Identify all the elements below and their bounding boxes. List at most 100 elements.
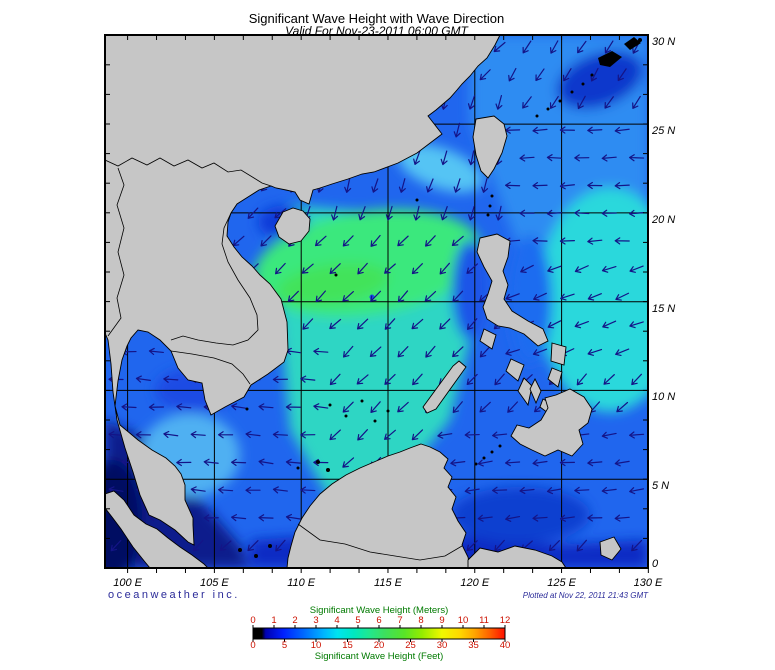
wave-arrow — [231, 514, 247, 522]
legend-meters-value: 12 — [499, 615, 511, 626]
wave-arrow — [440, 150, 448, 166]
wave-arrow — [546, 487, 562, 495]
wave-arrow — [315, 290, 326, 303]
wave-arrow — [614, 459, 630, 467]
wave-arrow — [559, 182, 575, 190]
islet — [535, 114, 539, 118]
wave-arrow — [468, 205, 475, 221]
wave-arrow — [587, 293, 602, 301]
wave-arrow — [532, 348, 548, 356]
islet-pratas — [415, 198, 419, 202]
wave-arrow — [342, 235, 354, 247]
wave-arrow — [507, 401, 518, 413]
islet-spratly — [386, 409, 390, 413]
wave-arrow — [520, 264, 534, 274]
wave-arrow — [547, 320, 562, 329]
islet-bangka — [254, 554, 258, 558]
land-halmahera — [599, 536, 622, 561]
wave-arrow — [479, 345, 491, 358]
land-mindoro — [479, 328, 497, 350]
wave-arrow — [411, 263, 423, 275]
wave-arrow — [450, 459, 466, 467]
wave-arrow — [546, 209, 562, 217]
wave-arrow — [505, 459, 521, 467]
islet — [558, 99, 562, 103]
wave-arrow — [614, 182, 630, 190]
wave-arrow — [576, 373, 587, 386]
wave-arrow — [617, 68, 627, 82]
land-hainan — [274, 207, 311, 245]
wave-arrow — [190, 431, 206, 439]
wave-arrow — [559, 126, 575, 134]
wave-arrow — [522, 96, 532, 109]
wave-arrow — [532, 459, 548, 467]
wave-arrow — [148, 347, 164, 356]
wave-arrow — [574, 486, 590, 494]
border-china-south — [105, 157, 272, 187]
wave-arrow — [574, 265, 589, 273]
wave-arrow — [629, 154, 645, 162]
wave-arrow — [574, 321, 589, 329]
wave-arrow — [549, 40, 559, 54]
wave-arrow — [357, 262, 368, 275]
wave-arrow — [357, 429, 368, 441]
wave-arrow — [219, 540, 232, 551]
wave-arrow — [245, 430, 261, 439]
lat-label: 20 N — [652, 214, 676, 226]
lon-label: 120 E — [460, 577, 490, 589]
field-blob — [556, 51, 644, 109]
legend-meters-caption: Significant Wave Height (Meters) — [309, 605, 449, 616]
lat-label: 0 — [652, 558, 659, 570]
land-palawan — [422, 360, 467, 414]
wave-arrow — [505, 293, 520, 301]
border-laos-thailand — [170, 212, 259, 346]
wave-arrow — [559, 514, 575, 522]
wave-arrow — [371, 178, 379, 193]
axis-ticks — [105, 35, 649, 573]
wave-arrow — [467, 318, 478, 330]
islet-amami — [624, 37, 641, 50]
wave-arrow — [616, 401, 629, 413]
legend-feet-value: 10 — [310, 640, 322, 651]
wave-arrow — [413, 205, 421, 221]
islet — [638, 38, 642, 42]
wave-arrow — [275, 539, 286, 552]
islet-batanes — [490, 194, 494, 198]
wave-arrow — [439, 318, 451, 330]
wave-arrow — [466, 540, 478, 552]
wave-arrow — [452, 401, 463, 414]
lon-label: 125 E — [547, 577, 576, 589]
wave-arrow — [614, 514, 630, 522]
wave-arrow — [384, 318, 396, 330]
lon-label: 130 E — [633, 577, 663, 589]
field-blob — [450, 487, 590, 543]
wave-arrow — [562, 68, 572, 82]
islet-sulu — [474, 462, 478, 466]
wave-arrow — [397, 290, 409, 303]
wave-arrow — [425, 345, 436, 358]
wave-arrow — [413, 150, 421, 165]
chart-title: Significant Wave Height with Wave Direct… — [248, 11, 505, 26]
border-thailand-myanmar — [107, 167, 125, 337]
wave-arrow — [369, 346, 382, 357]
islet-sulu — [498, 444, 502, 448]
wave-arrow — [190, 486, 206, 494]
wave-arrow — [370, 401, 381, 413]
wave-arrow — [108, 430, 124, 439]
wave-arrow — [245, 486, 261, 494]
wave-arrow — [232, 235, 245, 247]
wave-arrow — [587, 126, 603, 134]
wave-arrow — [329, 429, 341, 441]
wave-arrow — [424, 290, 437, 302]
wave-arrow — [577, 40, 587, 54]
wave-arrow — [601, 209, 617, 217]
wave-arrow — [301, 263, 314, 274]
wave-arrow — [508, 67, 517, 82]
land-negros — [517, 377, 533, 407]
wave-arrow — [587, 348, 603, 356]
field-blob — [508, 235, 552, 365]
wave-arrow — [479, 401, 491, 413]
islet-paracel — [334, 273, 338, 277]
